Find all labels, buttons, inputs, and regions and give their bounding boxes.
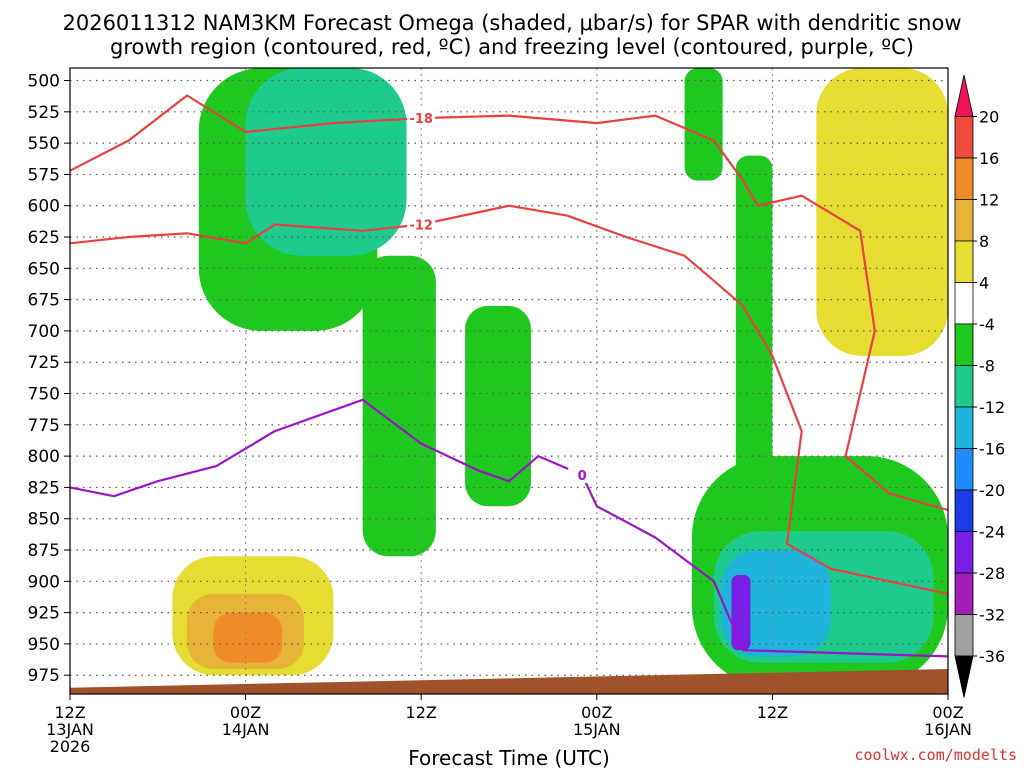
colorbar-segment <box>954 655 974 698</box>
colorbar-segment <box>954 448 974 491</box>
omega-region-3 <box>465 305 531 507</box>
colorbar-label: -12 <box>979 398 1005 417</box>
red-contour--12-label-bg <box>407 216 436 233</box>
colorbar-label: -8 <box>979 357 995 376</box>
x-tick-label: 00Z <box>932 703 963 722</box>
y-tick-label: 750 <box>28 385 60 405</box>
y-tick-label: 500 <box>28 72 60 92</box>
y-tick-label: 675 <box>28 291 60 311</box>
x-tick-label: 00Z <box>581 703 612 722</box>
colorbar-segment <box>954 282 974 325</box>
omega-region-13 <box>213 612 283 663</box>
chart-title-line1: 2026011312 NAM3KM Forecast Omega (shaded… <box>62 11 961 35</box>
y-tick-label: 975 <box>28 666 60 686</box>
colorbar-segment <box>954 406 974 449</box>
omega-shading-layer <box>172 68 948 688</box>
x-tick-label: 16JAN <box>924 720 972 739</box>
contour-layer: -18 -12 0 <box>69 94 949 658</box>
y-tick-label: 775 <box>28 416 60 436</box>
colorbar-segment <box>954 199 974 242</box>
x-tick-label: 14JAN <box>222 720 270 739</box>
colorbar-segment <box>954 157 974 200</box>
x-tick-label: 12Z <box>406 703 437 722</box>
purple-contour-0-label: 0 <box>578 469 587 484</box>
colorbar-segment <box>954 572 974 615</box>
omega-region-10 <box>816 68 948 356</box>
colorbar-label: 16 <box>979 149 999 168</box>
omega-region-2 <box>362 255 436 557</box>
colorbar-label: -16 <box>979 440 1005 459</box>
y-tick-label: 525 <box>28 103 60 123</box>
colorbar-label: -24 <box>979 523 1005 542</box>
credit-text: coolwx.com/modelts <box>854 746 1017 764</box>
y-tick-label: 725 <box>28 353 60 373</box>
x-tick-label: 15JAN <box>573 720 621 739</box>
y-tick-label: 700 <box>28 322 60 342</box>
red-contour--12-label: -12 <box>409 219 433 234</box>
colorbar-segment <box>954 74 974 117</box>
colorbar-label: 4 <box>979 274 989 293</box>
omega-region-4 <box>684 68 723 181</box>
purple-contour-0 <box>69 398 949 658</box>
red-contour--18-label: -18 <box>409 112 433 127</box>
colorbar-segment <box>954 365 974 408</box>
x-tick-label: 13JAN <box>46 720 94 739</box>
chart-title-line2: growth region (contoured, red, ºC) and f… <box>110 35 914 59</box>
colorbar-label: 8 <box>979 232 989 251</box>
red-contour--18-label-bg <box>407 110 436 127</box>
colorbar: 20 16 12 8 4 -4 -8 -12 -16 -20 -24 -28 -32 -36 <box>954 74 1005 698</box>
y-tick-label: 925 <box>28 604 60 624</box>
y-tick-label: 575 <box>28 165 60 185</box>
colorbar-label: -20 <box>979 481 1005 500</box>
plot-area: -18 -12 0 <box>69 67 949 695</box>
colorbar-segment <box>954 116 974 159</box>
colorbar-label: -28 <box>979 564 1005 583</box>
colorbar-segment <box>954 240 974 283</box>
colorbar-segment <box>954 489 974 532</box>
colorbar-label: 20 <box>979 108 999 127</box>
x-tick-label: 12Z <box>757 703 788 722</box>
y-tick-label: 600 <box>28 197 60 217</box>
red-contour--18 <box>69 94 949 512</box>
colorbar-segment <box>954 531 974 574</box>
colorbar-segment <box>954 323 974 366</box>
colorbar-segment <box>954 614 974 657</box>
y-tick-label: 825 <box>28 478 60 498</box>
x-tick-label: 00Z <box>230 703 261 722</box>
omega-region-1 <box>245 68 407 256</box>
y-tick-label: 850 <box>28 510 60 530</box>
colorbar-label: -36 <box>979 647 1005 666</box>
colorbar-label: -32 <box>979 606 1005 625</box>
y-tick-label: 650 <box>28 259 60 279</box>
terrain-surface <box>70 668 948 694</box>
y-tick-label: 900 <box>28 572 60 592</box>
y-axis-pressure: 500 525 550 575 600 625 650 675 700 725 750 775 800 8… <box>28 72 70 686</box>
x-tick-label: 12Z <box>54 703 85 722</box>
y-tick-label: 625 <box>28 228 60 248</box>
red-contour--12 <box>69 204 949 595</box>
y-tick-label: 950 <box>28 635 60 655</box>
y-tick-label: 550 <box>28 134 60 154</box>
colorbar-label: -4 <box>979 315 995 334</box>
x-tick-label: 2026 <box>50 737 91 756</box>
y-tick-label: 800 <box>28 447 60 467</box>
colorbar-label: 12 <box>979 191 999 210</box>
purple-contour-0-label-bg <box>568 466 597 483</box>
y-tick-label: 875 <box>28 541 60 561</box>
x-axis-label: Forecast Time (UTC) <box>408 746 610 768</box>
